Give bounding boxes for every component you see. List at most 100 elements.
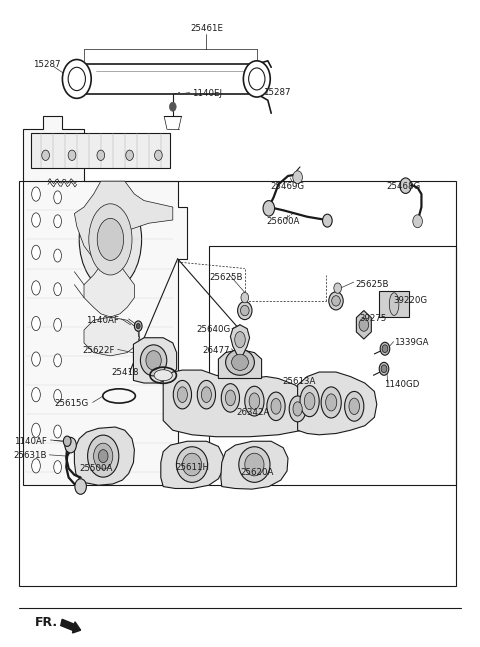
Circle shape (75, 479, 86, 494)
Ellipse shape (389, 292, 399, 315)
Circle shape (63, 436, 71, 446)
Circle shape (68, 150, 76, 160)
Ellipse shape (32, 187, 40, 201)
FancyArrow shape (61, 619, 81, 633)
Ellipse shape (54, 318, 61, 331)
Text: 25640G: 25640G (196, 325, 230, 334)
Ellipse shape (79, 189, 142, 290)
Ellipse shape (245, 454, 264, 476)
Text: FR.: FR. (35, 616, 58, 629)
Polygon shape (163, 370, 312, 437)
Ellipse shape (32, 459, 40, 473)
Polygon shape (84, 317, 139, 356)
Text: 25469G: 25469G (270, 182, 304, 191)
Ellipse shape (325, 394, 337, 411)
Polygon shape (221, 441, 288, 489)
Polygon shape (298, 372, 377, 435)
Ellipse shape (32, 423, 40, 437)
Circle shape (379, 362, 389, 375)
Polygon shape (74, 427, 134, 485)
Ellipse shape (178, 387, 187, 402)
Ellipse shape (249, 393, 260, 410)
Ellipse shape (154, 369, 172, 380)
Ellipse shape (54, 249, 61, 262)
Polygon shape (23, 116, 187, 485)
Polygon shape (356, 311, 372, 339)
Circle shape (65, 437, 76, 453)
Ellipse shape (177, 447, 207, 483)
Circle shape (97, 150, 105, 160)
Text: 15287: 15287 (33, 60, 61, 69)
Text: 25418: 25418 (112, 367, 139, 377)
Polygon shape (84, 262, 134, 317)
Circle shape (293, 171, 302, 184)
Circle shape (68, 67, 85, 91)
Ellipse shape (231, 355, 249, 370)
Ellipse shape (345, 391, 364, 421)
Circle shape (126, 150, 133, 160)
Ellipse shape (87, 435, 119, 477)
Ellipse shape (54, 215, 61, 228)
Bar (31, 133, 170, 168)
Ellipse shape (54, 191, 61, 204)
Ellipse shape (54, 425, 61, 438)
Ellipse shape (289, 396, 306, 422)
Ellipse shape (54, 461, 61, 474)
Ellipse shape (32, 245, 40, 259)
Text: 26477: 26477 (202, 345, 229, 355)
Ellipse shape (238, 302, 252, 320)
Text: 25611H: 25611H (175, 463, 209, 472)
Circle shape (323, 214, 332, 227)
Text: 26342A: 26342A (237, 408, 270, 417)
Text: 1140AF: 1140AF (14, 437, 47, 446)
Ellipse shape (54, 283, 61, 296)
Ellipse shape (97, 219, 124, 261)
Text: 25615G: 25615G (55, 399, 89, 408)
Circle shape (136, 324, 140, 329)
Ellipse shape (140, 345, 167, 376)
Ellipse shape (304, 393, 315, 410)
Ellipse shape (300, 386, 319, 417)
Text: 25625B: 25625B (210, 273, 243, 282)
Ellipse shape (54, 354, 61, 367)
Circle shape (243, 61, 270, 97)
Circle shape (413, 215, 422, 228)
Ellipse shape (146, 351, 161, 370)
Bar (379, 291, 409, 317)
Text: 39220G: 39220G (394, 296, 428, 305)
Ellipse shape (239, 447, 270, 483)
Circle shape (249, 68, 265, 90)
Ellipse shape (182, 454, 202, 476)
Ellipse shape (98, 450, 108, 463)
Circle shape (62, 60, 91, 98)
Ellipse shape (32, 316, 40, 331)
Ellipse shape (32, 213, 40, 227)
Ellipse shape (271, 399, 281, 414)
Circle shape (381, 365, 387, 373)
Ellipse shape (226, 349, 254, 375)
Ellipse shape (32, 352, 40, 366)
Text: 25622F: 25622F (83, 346, 115, 355)
Text: 25600A: 25600A (266, 217, 300, 226)
Text: 25500A: 25500A (79, 464, 113, 473)
Ellipse shape (235, 332, 245, 348)
Polygon shape (161, 441, 223, 488)
Text: 25620A: 25620A (240, 468, 274, 477)
Ellipse shape (293, 402, 302, 416)
Ellipse shape (173, 380, 192, 409)
Ellipse shape (332, 296, 340, 306)
Circle shape (380, 342, 390, 355)
Ellipse shape (245, 386, 264, 416)
Circle shape (155, 150, 162, 160)
Text: 15287: 15287 (263, 88, 290, 97)
Circle shape (241, 292, 249, 303)
Ellipse shape (321, 387, 341, 418)
Polygon shape (218, 349, 262, 378)
Polygon shape (74, 181, 173, 259)
Ellipse shape (202, 387, 211, 402)
Ellipse shape (221, 384, 240, 412)
Text: 25468G: 25468G (386, 182, 420, 191)
Text: 25461E: 25461E (190, 24, 223, 33)
Ellipse shape (240, 305, 249, 316)
Text: 1140EJ: 1140EJ (192, 89, 222, 98)
